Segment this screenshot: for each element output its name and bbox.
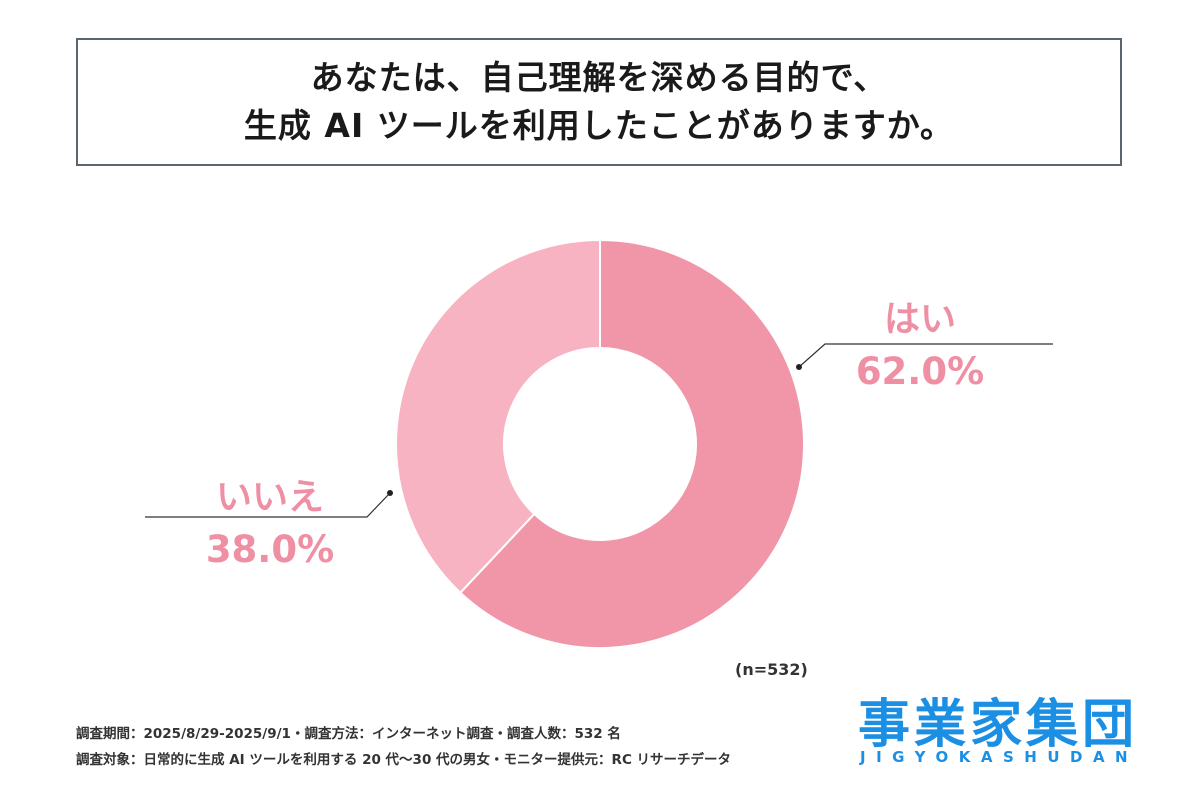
leader-dot-yes — [796, 364, 802, 370]
sample-size-label: (n=532) — [735, 660, 808, 679]
survey-period-note: 調査期間：2025/8/29-2025/9/1・調査方法：インターネット調査・調… — [76, 722, 621, 742]
slice-value-yes: 62.0% — [820, 350, 1020, 393]
donut-chart — [0, 0, 1200, 800]
slice-label-yes: はい — [840, 290, 1000, 342]
company-logo-roman: JIGYOKASHUDAN — [860, 748, 1138, 766]
slice-value-no: 38.0% — [170, 528, 370, 571]
leader-dot-no — [387, 490, 393, 496]
slice-label-no: いいえ — [190, 468, 350, 520]
survey-target-note: 調査対象：日常的に生成 AI ツールを利用する 20 代〜30 代の男女・モニタ… — [76, 748, 731, 768]
company-logo-kanji: 事業家集団 — [858, 682, 1138, 757]
